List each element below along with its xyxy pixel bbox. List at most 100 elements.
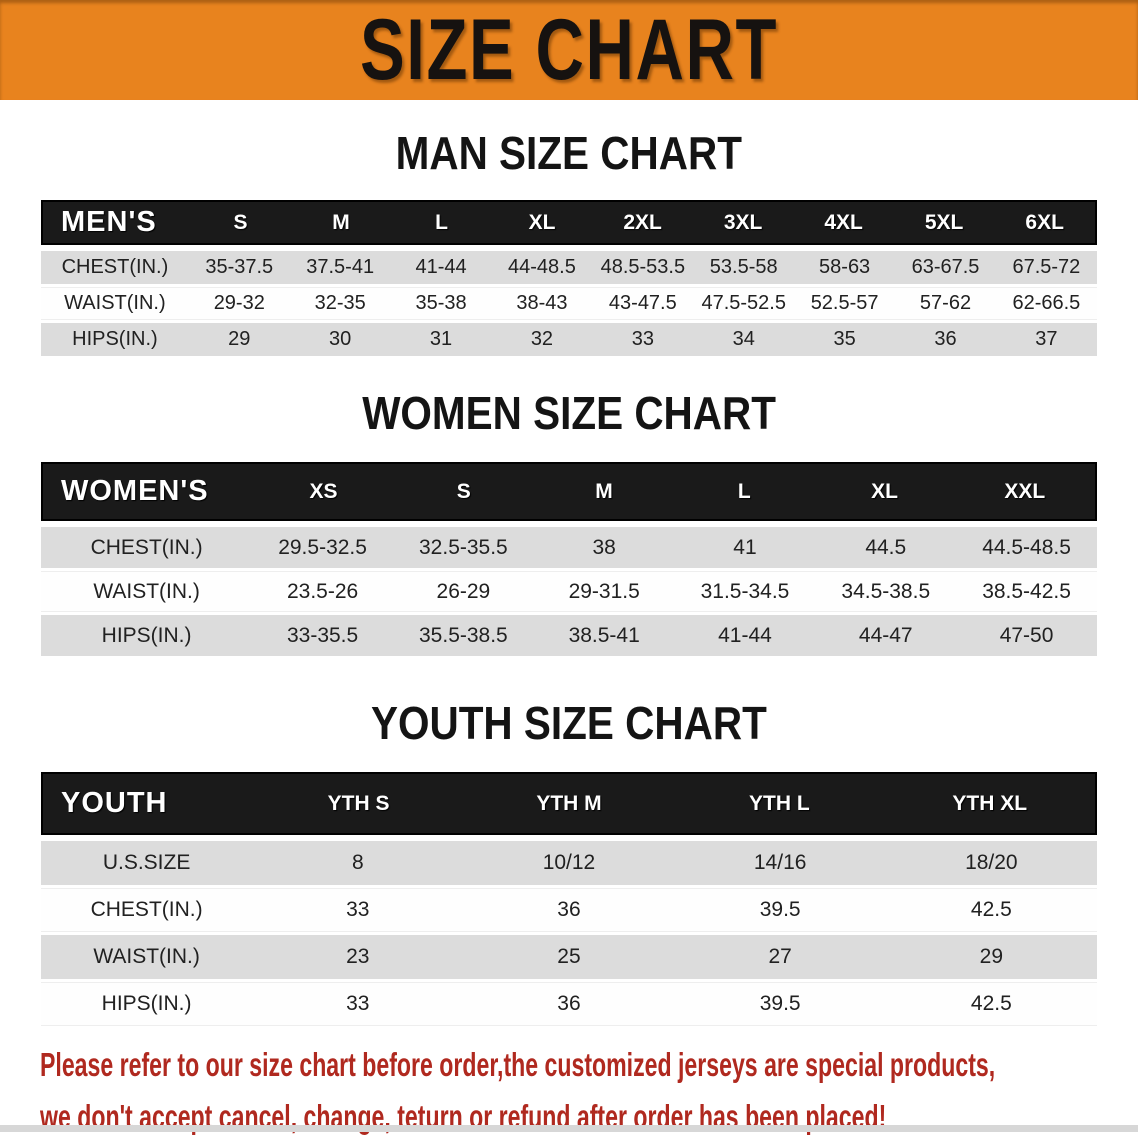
row-label: HIPS(IN.) (72, 328, 158, 350)
size-column-header: XXL (1004, 479, 1046, 503)
size-column-header: XL (528, 210, 556, 234)
size-column-header: L (737, 479, 751, 503)
banner-title: SIZE CHART (359, 2, 779, 98)
size-value-cell: 67.5-72 (1012, 256, 1081, 278)
size-value-cell: 29-31.5 (568, 579, 640, 603)
table-row-waist: WAIST(IN.) 23 25 27 29 (41, 935, 1097, 979)
table-row-chest: CHEST(IN.) 29.5-32.5 32.5-35.5 38 41 44.… (41, 527, 1097, 568)
size-column-header: 6XL (1025, 210, 1064, 234)
size-value-cell: 35.5-38.5 (419, 623, 508, 647)
size-value-cell: 27 (768, 945, 792, 968)
size-value-cell: 14/16 (753, 851, 807, 874)
size-value-cell: 57-62 (919, 292, 972, 314)
size-value-cell: 33 (346, 992, 370, 1015)
size-value-cell: 35-38 (415, 292, 467, 314)
size-column-header: YTH XL (952, 791, 1028, 815)
women-heading-text: WOMEN SIZE CHART (362, 387, 776, 439)
disclaimer-line-2-text: we don't accept cancel, change, teturn o… (40, 1098, 887, 1135)
size-value-cell: 41 (733, 535, 757, 559)
size-value-cell: 39.5 (759, 898, 801, 921)
size-value-cell: 47-50 (999, 623, 1054, 647)
row-label: CHEST(IN.) (90, 535, 203, 559)
size-value-cell: 38 (592, 535, 616, 559)
women-size-chart-heading: WOMEN SIZE CHART (0, 390, 1138, 436)
size-value-cell: 38.5-42.5 (982, 579, 1071, 603)
size-value-cell: 52.5-57 (810, 292, 879, 314)
size-value-cell: 33 (631, 328, 654, 350)
size-column-header: M (595, 479, 613, 503)
row-label: WAIST(IN.) (93, 579, 200, 603)
size-column-header: 4XL (824, 210, 863, 234)
womens-size-table: WOMEN'S XS S M L XL XXL CHEST(IN.) 29.5-… (41, 462, 1097, 656)
size-column-header: 5XL (924, 210, 964, 234)
size-value-cell: 38-43 (516, 292, 568, 314)
size-value-cell: 36 (934, 328, 957, 350)
man-heading-text: MAN SIZE CHART (395, 127, 743, 179)
size-value-cell: 31.5-34.5 (700, 579, 790, 603)
table-row-chest: CHEST(IN.) 35-37.5 37.5-41 41-44 44-48.5… (41, 251, 1097, 284)
row-label: HIPS(IN.) (101, 623, 192, 647)
womens-table-title: WOMEN'S (61, 475, 209, 507)
table-row-waist: WAIST(IN.) 23.5-26 26-29 29-31.5 31.5-34… (41, 571, 1097, 612)
table-row-hips: HIPS(IN.) 29 30 31 32 33 34 35 36 37 (41, 323, 1097, 356)
youth-table-header-row: YOUTH YTH S YTH M YTH L YTH XL (41, 772, 1097, 835)
size-value-cell: 26-29 (436, 579, 491, 603)
size-value-cell: 44-47 (858, 623, 913, 647)
size-value-cell: 44.5 (865, 535, 907, 559)
size-value-cell: 63-67.5 (911, 256, 980, 278)
size-value-cell: 43-47.5 (608, 292, 677, 314)
mens-table-title: MEN'S (61, 206, 157, 238)
size-column-header: 2XL (623, 210, 662, 234)
size-column-header: M (332, 210, 350, 234)
size-value-cell: 29.5-32.5 (278, 535, 367, 559)
size-value-cell: 37 (1035, 328, 1058, 350)
size-value-cell: 62-66.5 (1012, 292, 1081, 314)
size-column-header: XS (309, 479, 338, 503)
size-value-cell: 35 (833, 328, 856, 350)
disclaimer-line-2: we don't accept cancel, change, teturn o… (40, 1094, 1138, 1146)
table-row-hips: HIPS(IN.) 33 36 39.5 42.5 (41, 982, 1097, 1026)
size-value-cell: 36 (557, 898, 581, 921)
row-label: WAIST(IN.) (64, 292, 166, 314)
table-row-waist: WAIST(IN.) 29-32 32-35 35-38 38-43 43-47… (41, 287, 1097, 320)
mens-size-table: MEN'S S M L XL 2XL 3XL 4XL 5XL 6XL CHEST… (41, 200, 1097, 356)
size-value-cell: 58-63 (819, 256, 871, 278)
table-row-us-size: U.S.SIZE 8 10/12 14/16 18/20 (41, 841, 1097, 885)
size-value-cell: 34.5-38.5 (841, 579, 931, 603)
size-column-header: XL (871, 479, 898, 503)
size-value-cell: 48.5-53.5 (600, 256, 686, 278)
size-value-cell: 41-44 (415, 256, 467, 278)
size-value-cell: 30 (329, 328, 352, 350)
size-value-cell: 33 (346, 898, 370, 921)
size-value-cell: 36 (557, 992, 581, 1015)
mens-table-header-row: MEN'S S M L XL 2XL 3XL 4XL 5XL 6XL (41, 200, 1097, 245)
size-value-cell: 39.5 (759, 992, 801, 1015)
youth-table-title: YOUTH (61, 787, 168, 819)
size-value-cell: 47.5-52.5 (701, 292, 786, 314)
size-value-cell: 34 (732, 328, 755, 350)
size-column-header: YTH S (327, 791, 390, 815)
row-label: CHEST(IN.) (90, 898, 203, 921)
size-value-cell: 31 (429, 328, 453, 350)
size-value-cell: 25 (557, 945, 581, 968)
row-label: WAIST(IN.) (93, 945, 200, 968)
size-column-header: S (456, 479, 471, 503)
size-value-cell: 32 (530, 328, 554, 350)
size-value-cell: 42.5 (970, 898, 1012, 921)
size-value-cell: 32-35 (314, 292, 366, 314)
womens-table-header-row: WOMEN'S XS S M L XL XXL (41, 462, 1097, 521)
size-value-cell: 8 (351, 851, 364, 874)
man-size-chart-heading: MAN SIZE CHART (0, 130, 1138, 176)
disclaimer-line-1-text: Please refer to our size chart before or… (40, 1046, 996, 1083)
size-value-cell: 33-35.5 (286, 623, 359, 647)
size-value-cell: 23.5-26 (286, 579, 359, 603)
size-column-header: 3XL (723, 210, 763, 234)
size-value-cell: 32.5-35.5 (419, 535, 508, 559)
size-chart-banner: SIZE CHART (0, 0, 1138, 100)
row-label: U.S.SIZE (102, 851, 191, 874)
table-row-chest: CHEST(IN.) 33 36 39.5 42.5 (41, 888, 1097, 932)
size-column-header: YTH L (749, 791, 810, 815)
size-value-cell: 35-37.5 (205, 256, 274, 278)
size-value-cell: 41-44 (718, 623, 772, 647)
row-label: HIPS(IN.) (101, 992, 192, 1015)
